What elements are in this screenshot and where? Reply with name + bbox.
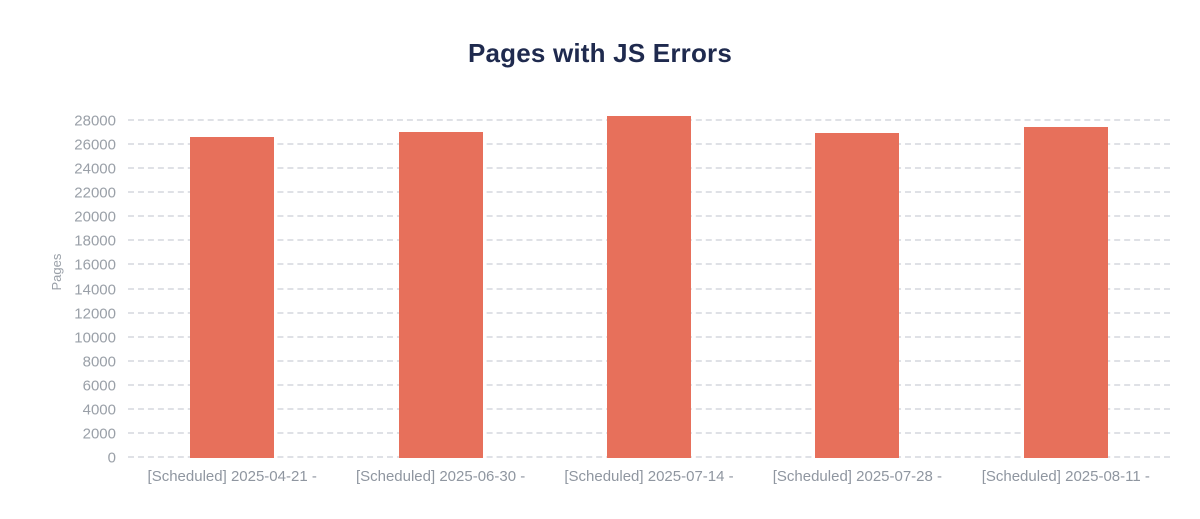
bar-[Scheduled] 2025-06-30 -[interactable] (398, 131, 483, 458)
y-tick-label: 18000 (74, 232, 116, 250)
y-tick-label: 22000 (74, 184, 116, 202)
x-tick-label: [Scheduled] 2025-06-30 - (355, 468, 526, 485)
y-axis-title: Pages (48, 253, 64, 291)
y-tick-label: 16000 (74, 256, 116, 274)
bar-[Scheduled] 2025-07-14 -[interactable] (607, 116, 691, 458)
x-tick-label: [Scheduled] 2025-07-28 - (772, 468, 943, 485)
y-tick-label: 28000 (74, 112, 116, 130)
bar-[Scheduled] 2025-08-11 -[interactable] (1023, 127, 1108, 458)
plot-area: 0 2000 4000 6000 8000 10000 12000 14000 16000 180… (74, 109, 1170, 485)
y-tick-label: 12000 (74, 305, 116, 323)
y-tick-label: 10000 (74, 329, 116, 347)
y-tick-label: 24000 (74, 160, 116, 178)
bar-[Scheduled] 2025-07-28 -[interactable] (815, 133, 900, 458)
y-tick-label: 8000 (82, 353, 116, 371)
x-tick-label: [Scheduled] 2025-08-11 - (981, 468, 1150, 485)
chart-title: Pages with JS Errors (467, 38, 733, 68)
x-tick-label: [Scheduled] 2025-07-14 - (564, 468, 734, 485)
y-tick-label: 0 (107, 449, 116, 467)
y-tick-label: 20000 (74, 208, 116, 226)
x-tick-label: [Scheduled] 2025-04-21 - (147, 468, 317, 485)
y-tick-label: 6000 (82, 377, 116, 395)
bar-[Scheduled] 2025-04-21 -[interactable] (190, 136, 275, 458)
y-tick-label: 14000 (74, 281, 116, 299)
y-tick-label: 26000 (74, 136, 116, 154)
y-tick-label: 2000 (82, 425, 116, 443)
y-tick-label: 4000 (82, 401, 116, 419)
